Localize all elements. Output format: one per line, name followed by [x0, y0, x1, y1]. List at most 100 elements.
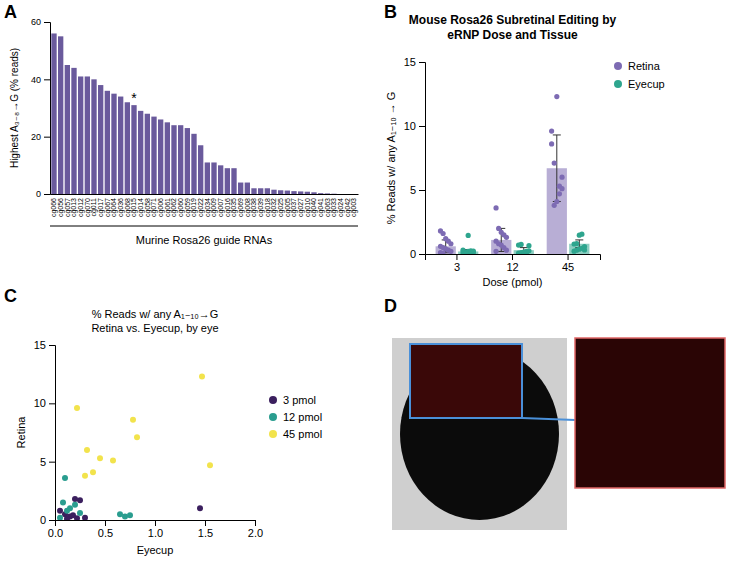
plot-area: [51, 33, 336, 194]
legend-marker: [269, 396, 277, 404]
bar: [85, 76, 90, 194]
tick-mark: [105, 520, 106, 526]
legend-label: Retina: [628, 60, 661, 72]
tick-mark: [205, 520, 206, 526]
tick-label: 3: [454, 261, 460, 273]
tick: 12: [506, 254, 518, 273]
tick: 0: [410, 248, 425, 260]
bar: [351, 194, 356, 195]
point: [127, 512, 133, 518]
tick-mark: [419, 62, 425, 63]
point: [504, 248, 509, 253]
point: [72, 502, 78, 508]
image-frame: [392, 338, 567, 530]
tick-label: 40: [31, 75, 41, 85]
tick: 1.5: [198, 520, 213, 539]
bar: [198, 145, 203, 194]
point: [77, 510, 83, 516]
bar: [191, 134, 196, 194]
tick: 15: [34, 339, 55, 351]
point: [64, 508, 70, 514]
point: [579, 232, 584, 237]
tick: 10: [404, 120, 425, 132]
bar: [105, 91, 110, 194]
legend-label: 45 pmol: [283, 428, 322, 440]
point: [441, 251, 446, 254]
tick: 5: [410, 184, 425, 196]
point: [471, 249, 476, 254]
bar: [278, 190, 283, 194]
bar: [285, 191, 290, 194]
bar: [185, 128, 190, 194]
axis: cg066cg056cg057cg013cg012cg070cg011cg017…: [50, 194, 358, 217]
axis-line: [56, 521, 256, 527]
tick-label: 0: [40, 514, 46, 526]
bar: [165, 122, 170, 194]
bar: [251, 188, 256, 194]
tick-mark: [44, 79, 50, 80]
point: [84, 447, 90, 453]
tick: 5: [40, 456, 55, 468]
point: [448, 241, 453, 246]
tick-mark: [49, 520, 55, 521]
axis: 0204060: [31, 17, 51, 199]
axis-title: Retina: [15, 416, 27, 449]
tick-mark: [512, 254, 513, 260]
point: [574, 241, 579, 246]
bar: [51, 33, 56, 194]
tick: 0: [36, 189, 50, 199]
bar: [125, 102, 130, 194]
point: [448, 249, 453, 254]
zoom-line: [522, 418, 575, 420]
tick-label: 12: [506, 261, 518, 273]
bar: [58, 36, 63, 194]
tick-mark: [456, 254, 457, 260]
bar: [98, 85, 103, 194]
legend-label: 12 pmol: [283, 411, 322, 423]
point: [97, 455, 103, 461]
legend: RetinaEyecup: [614, 60, 665, 90]
legend-marker: [269, 430, 277, 438]
axis-title: Dose (pmol): [483, 276, 543, 288]
image-zoom: [575, 338, 725, 488]
tick-mark: [419, 254, 425, 255]
axis-line: [49, 346, 56, 521]
bar: [138, 111, 143, 194]
axis: 0 5 10 15: [404, 56, 426, 260]
point: [557, 191, 562, 196]
bar: [91, 79, 96, 194]
point: [466, 233, 471, 238]
tick: 2.0: [248, 520, 263, 539]
point: [549, 129, 554, 134]
tick-mark: [49, 345, 55, 346]
point: [441, 231, 446, 236]
bar: [65, 65, 70, 194]
point: [62, 475, 68, 481]
point: [549, 141, 554, 146]
point: [74, 405, 80, 411]
tick: 15: [404, 56, 425, 68]
panel-letter: B: [384, 2, 397, 22]
point: [519, 242, 524, 247]
tick-mark: [255, 520, 256, 526]
axis-line: [51, 194, 359, 195]
point: [64, 516, 70, 520]
bar: [238, 183, 243, 194]
tick: 0: [40, 514, 55, 526]
legend-marker: [614, 62, 622, 70]
zoom-box: [410, 344, 522, 418]
point: [74, 515, 80, 520]
point: [582, 247, 587, 252]
bar: [211, 162, 216, 194]
point: [122, 514, 128, 520]
plot-area: [57, 374, 213, 521]
point: [552, 161, 557, 166]
tick: 0.0: [48, 520, 63, 539]
tick-label: 15: [34, 339, 46, 351]
tick: 60: [31, 17, 50, 27]
point: [559, 175, 564, 180]
bar: [111, 94, 116, 194]
bar: [218, 165, 223, 194]
bar: [245, 183, 250, 194]
tick-label: 10: [34, 397, 46, 409]
